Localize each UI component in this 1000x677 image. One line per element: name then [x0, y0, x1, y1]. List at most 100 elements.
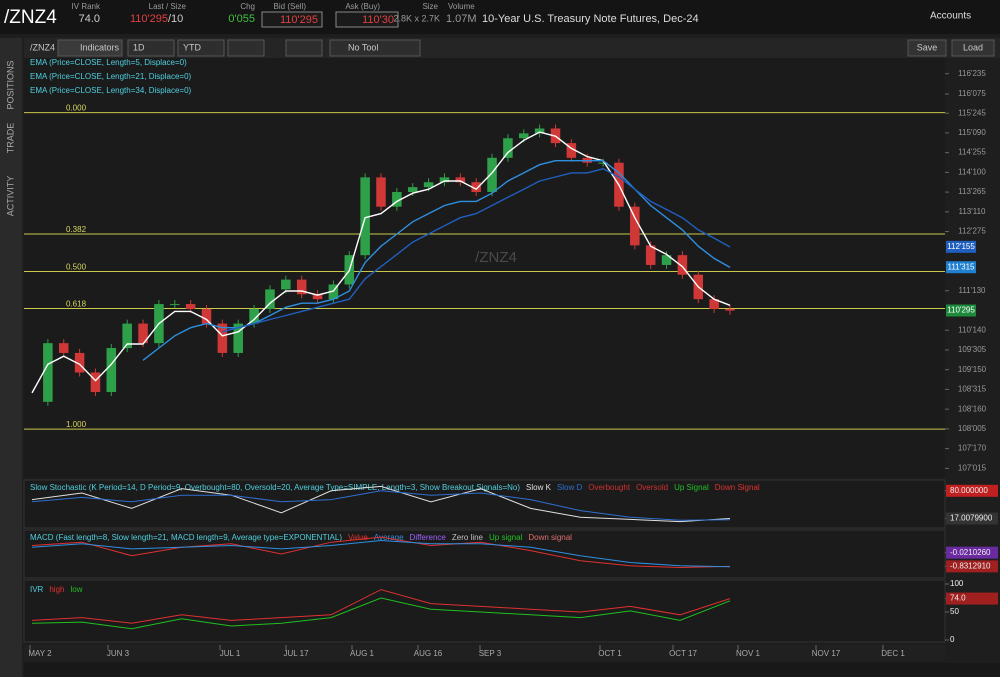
dropdown[interactable] — [177, 39, 225, 57]
study-title: IVR — [30, 585, 44, 594]
study-label: EMA (Price=CLOSE, Length=21, Displace=0) — [30, 72, 192, 81]
candle — [503, 138, 513, 158]
legend-entry: high — [49, 585, 64, 594]
x-tick-label: AUG 1 — [350, 649, 375, 658]
sidebar — [0, 38, 22, 677]
legend-entry: Zero line — [452, 533, 484, 542]
legend-entry: Average — [374, 533, 404, 542]
candle — [725, 308, 735, 311]
scrollbar[interactable] — [24, 663, 1000, 677]
legend-entry: Up signal — [489, 533, 523, 542]
y-tick-label: 108'005 — [958, 424, 987, 433]
candle — [328, 284, 339, 300]
candle — [185, 304, 196, 309]
study-title: MACD (Fast length=8, Slow length=21, MAC… — [30, 533, 342, 542]
y-tick-label: -0.0210260 — [950, 548, 991, 557]
button[interactable] — [951, 39, 995, 57]
candle — [312, 294, 323, 300]
candle — [296, 279, 307, 295]
value: /10 — [168, 13, 183, 25]
dropdown[interactable] — [127, 39, 175, 57]
y-tick-label: -0.8312910 — [950, 561, 991, 570]
y-tick-label: 0 — [950, 635, 955, 644]
value: 110'295 — [130, 13, 168, 25]
line — [222, 168, 731, 333]
value[interactable]: 110'30 — [362, 14, 394, 26]
toolbar-symbol: /ZNZ4 — [30, 42, 55, 52]
candle — [122, 323, 132, 349]
study-label: EMA (Price=CLOSE, Length=34, Displace=0) — [30, 86, 192, 95]
stochastic-panel — [23, 479, 946, 529]
dropdown-label[interactable]: YTD — [183, 42, 202, 52]
candle — [534, 128, 545, 134]
dropdown-label[interactable]: No Tool — [348, 42, 378, 52]
candle — [265, 289, 275, 309]
y-tick-label: 114'255 — [958, 148, 986, 157]
y-tick-label: 108'315 — [958, 385, 987, 394]
side-tab[interactable]: ACTIVITY — [5, 176, 15, 217]
button-label[interactable]: Save — [917, 42, 938, 52]
dropdown[interactable] — [329, 39, 421, 57]
y-tick-label: 80.000000 — [950, 486, 988, 495]
y-tick-label: 115'245 — [958, 108, 986, 117]
candle — [90, 372, 101, 393]
side-tab[interactable]: TRADE — [5, 123, 15, 154]
price-panel — [24, 58, 945, 478]
bid-box[interactable] — [261, 11, 323, 28]
value-box — [946, 484, 998, 497]
side-tab[interactable]: POSITIONS — [5, 60, 15, 109]
x-tick-label: OCT 17 — [669, 649, 697, 658]
x-axis — [24, 645, 945, 661]
legend-entry: Oversold — [636, 483, 668, 492]
macd-panel — [23, 529, 946, 579]
price-marker-label: 111'315 — [947, 262, 975, 271]
fib-label: 0.382 — [66, 225, 87, 234]
x-tick-label: NOV 1 — [736, 649, 761, 658]
value-box — [946, 512, 998, 525]
value: 74.0 — [79, 13, 100, 25]
button[interactable] — [57, 39, 123, 57]
button[interactable] — [907, 39, 947, 57]
candle — [630, 206, 640, 246]
candle — [170, 304, 180, 306]
chart-style[interactable] — [227, 39, 265, 57]
candle — [281, 279, 291, 290]
candle — [249, 308, 259, 324]
ask-box[interactable] — [335, 11, 399, 28]
price-marker — [946, 240, 976, 253]
y-tick-label: 107'170 — [958, 444, 987, 453]
y-tick-label: 107'015 — [958, 463, 987, 472]
price-marker-label: 112'155 — [947, 242, 975, 251]
description: 10-Year U.S. Treasury Note Futures, Dec-… — [482, 13, 699, 25]
legend-entry: Overbought — [588, 483, 631, 492]
accounts[interactable]: Accounts — [930, 11, 971, 22]
y-tick-label: 50 — [950, 607, 959, 616]
label: Last / Size — [149, 2, 187, 11]
toolbar — [24, 38, 1000, 58]
button-label[interactable]: Load — [963, 42, 983, 52]
dropdown-label[interactable]: 1D — [133, 42, 145, 52]
line — [31, 490, 731, 521]
price-marker-label: 110'295 — [947, 306, 975, 315]
value-box — [946, 592, 998, 605]
y-tick-label: 74.0 — [950, 594, 966, 603]
line — [31, 597, 731, 630]
drawings[interactable] — [285, 39, 323, 57]
legend-entry: Slow K — [526, 483, 552, 492]
price-marker — [946, 261, 976, 274]
y-tick-label: 112'275 — [958, 227, 986, 236]
label: Size — [422, 2, 438, 11]
y-tick-label: 113'110 — [958, 207, 986, 216]
price-marker — [946, 304, 976, 317]
x-tick-label: JUN 3 — [107, 649, 130, 658]
value[interactable]: 110'295 — [280, 14, 318, 26]
candle — [709, 299, 719, 309]
x-tick-label: MAY 2 — [28, 649, 52, 658]
watermark: /ZNZ4 — [475, 249, 517, 266]
header-bar — [0, 0, 1000, 34]
line — [31, 131, 731, 394]
legend-entry: low — [70, 585, 82, 594]
button-label[interactable]: Indicators — [80, 42, 120, 52]
